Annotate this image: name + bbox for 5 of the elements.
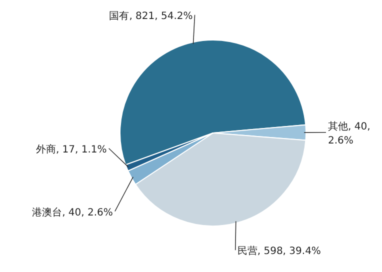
slice-label: 其他, 40, 2.6% <box>328 120 370 146</box>
slice-label: 民营, 598, 39.4% <box>237 245 321 258</box>
slice-label: 外商, 17, 1.1% <box>36 143 107 156</box>
slice-label: 港澳台, 40, 2.6% <box>32 206 113 218</box>
slice-label: 国有, 821, 54.2% <box>109 10 193 22</box>
